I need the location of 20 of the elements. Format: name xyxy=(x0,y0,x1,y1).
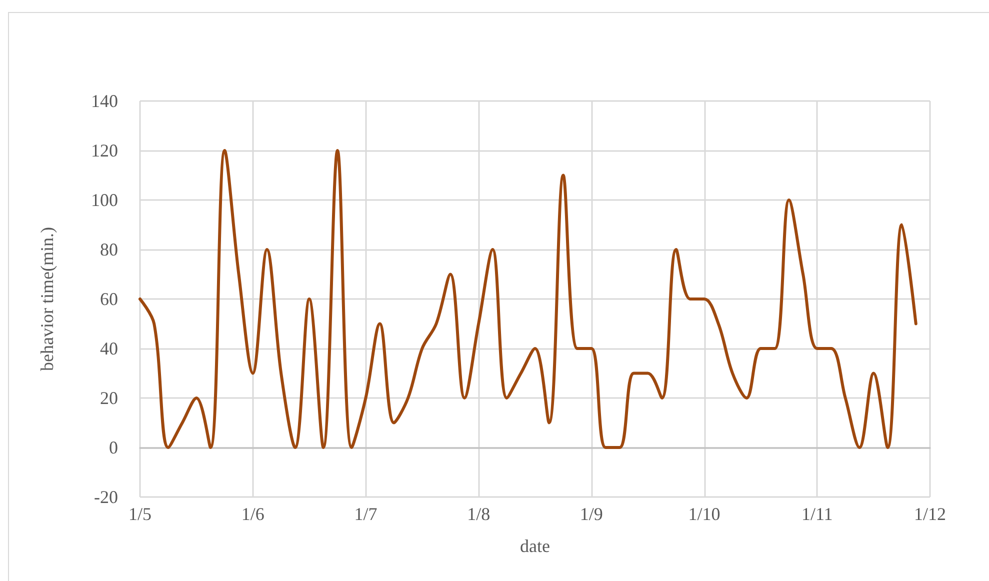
y-tick-label: 40 xyxy=(100,338,118,358)
x-axis-title: date xyxy=(520,536,550,556)
x-tick-label: 1/10 xyxy=(688,504,720,524)
y-tick-label: 140 xyxy=(91,91,118,111)
x-tick-label: 1/5 xyxy=(128,504,152,524)
x-tick-label: 1/11 xyxy=(801,504,833,524)
y-axis-title: behavior time(min.) xyxy=(37,227,57,371)
x-tick-label: 1/7 xyxy=(354,504,378,524)
y-tick-label: 120 xyxy=(91,140,118,160)
x-tick-label: 1/9 xyxy=(580,504,603,524)
y-tick-label: 100 xyxy=(91,190,118,210)
y-tick-label: 60 xyxy=(100,289,118,309)
y-tick-label: 0 xyxy=(109,438,118,458)
x-tick-label: 1/12 xyxy=(914,504,946,524)
y-tick-label: -20 xyxy=(94,487,118,507)
y-tick-label: 80 xyxy=(100,240,118,260)
y-tick-label: 20 xyxy=(100,388,118,408)
line-series xyxy=(138,149,918,449)
x-tick-label: 1/6 xyxy=(241,504,264,524)
x-tick-label: 1/8 xyxy=(467,504,490,524)
